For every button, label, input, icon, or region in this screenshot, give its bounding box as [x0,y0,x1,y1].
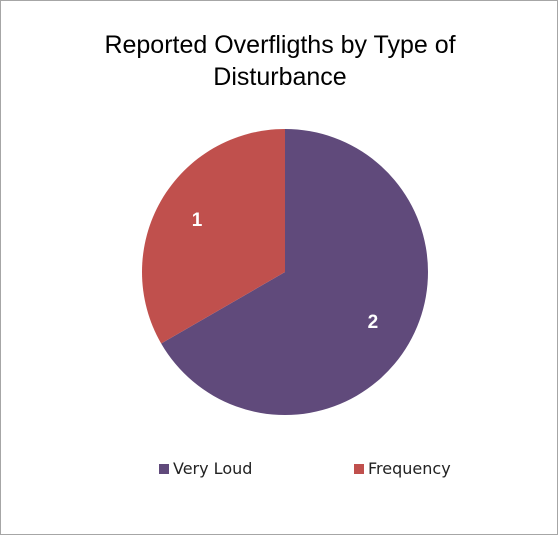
data-label-frequency: 1 [192,210,203,231]
legend-swatch-frequency [354,463,364,474]
legend: Very Loud Frequency [1,459,558,481]
legend-item-very-loud: Very Loud [159,459,252,478]
legend-item-frequency: Frequency [354,459,451,478]
chart-title-line-1: Reported Overfligths by Type of [104,31,456,59]
pie-slice-frequency [142,129,285,344]
legend-label-very-loud: Very Loud [173,459,253,478]
pie-slice-very-loud [161,129,429,415]
legend-swatch-very-loud [159,463,169,474]
chart-title-line-2: Disturbance [213,63,347,91]
legend-label-frequency: Frequency [368,459,451,478]
data-label-very-loud: 2 [368,312,379,333]
chart-title: Reported Overfligths by Type of Disturba… [1,29,558,93]
